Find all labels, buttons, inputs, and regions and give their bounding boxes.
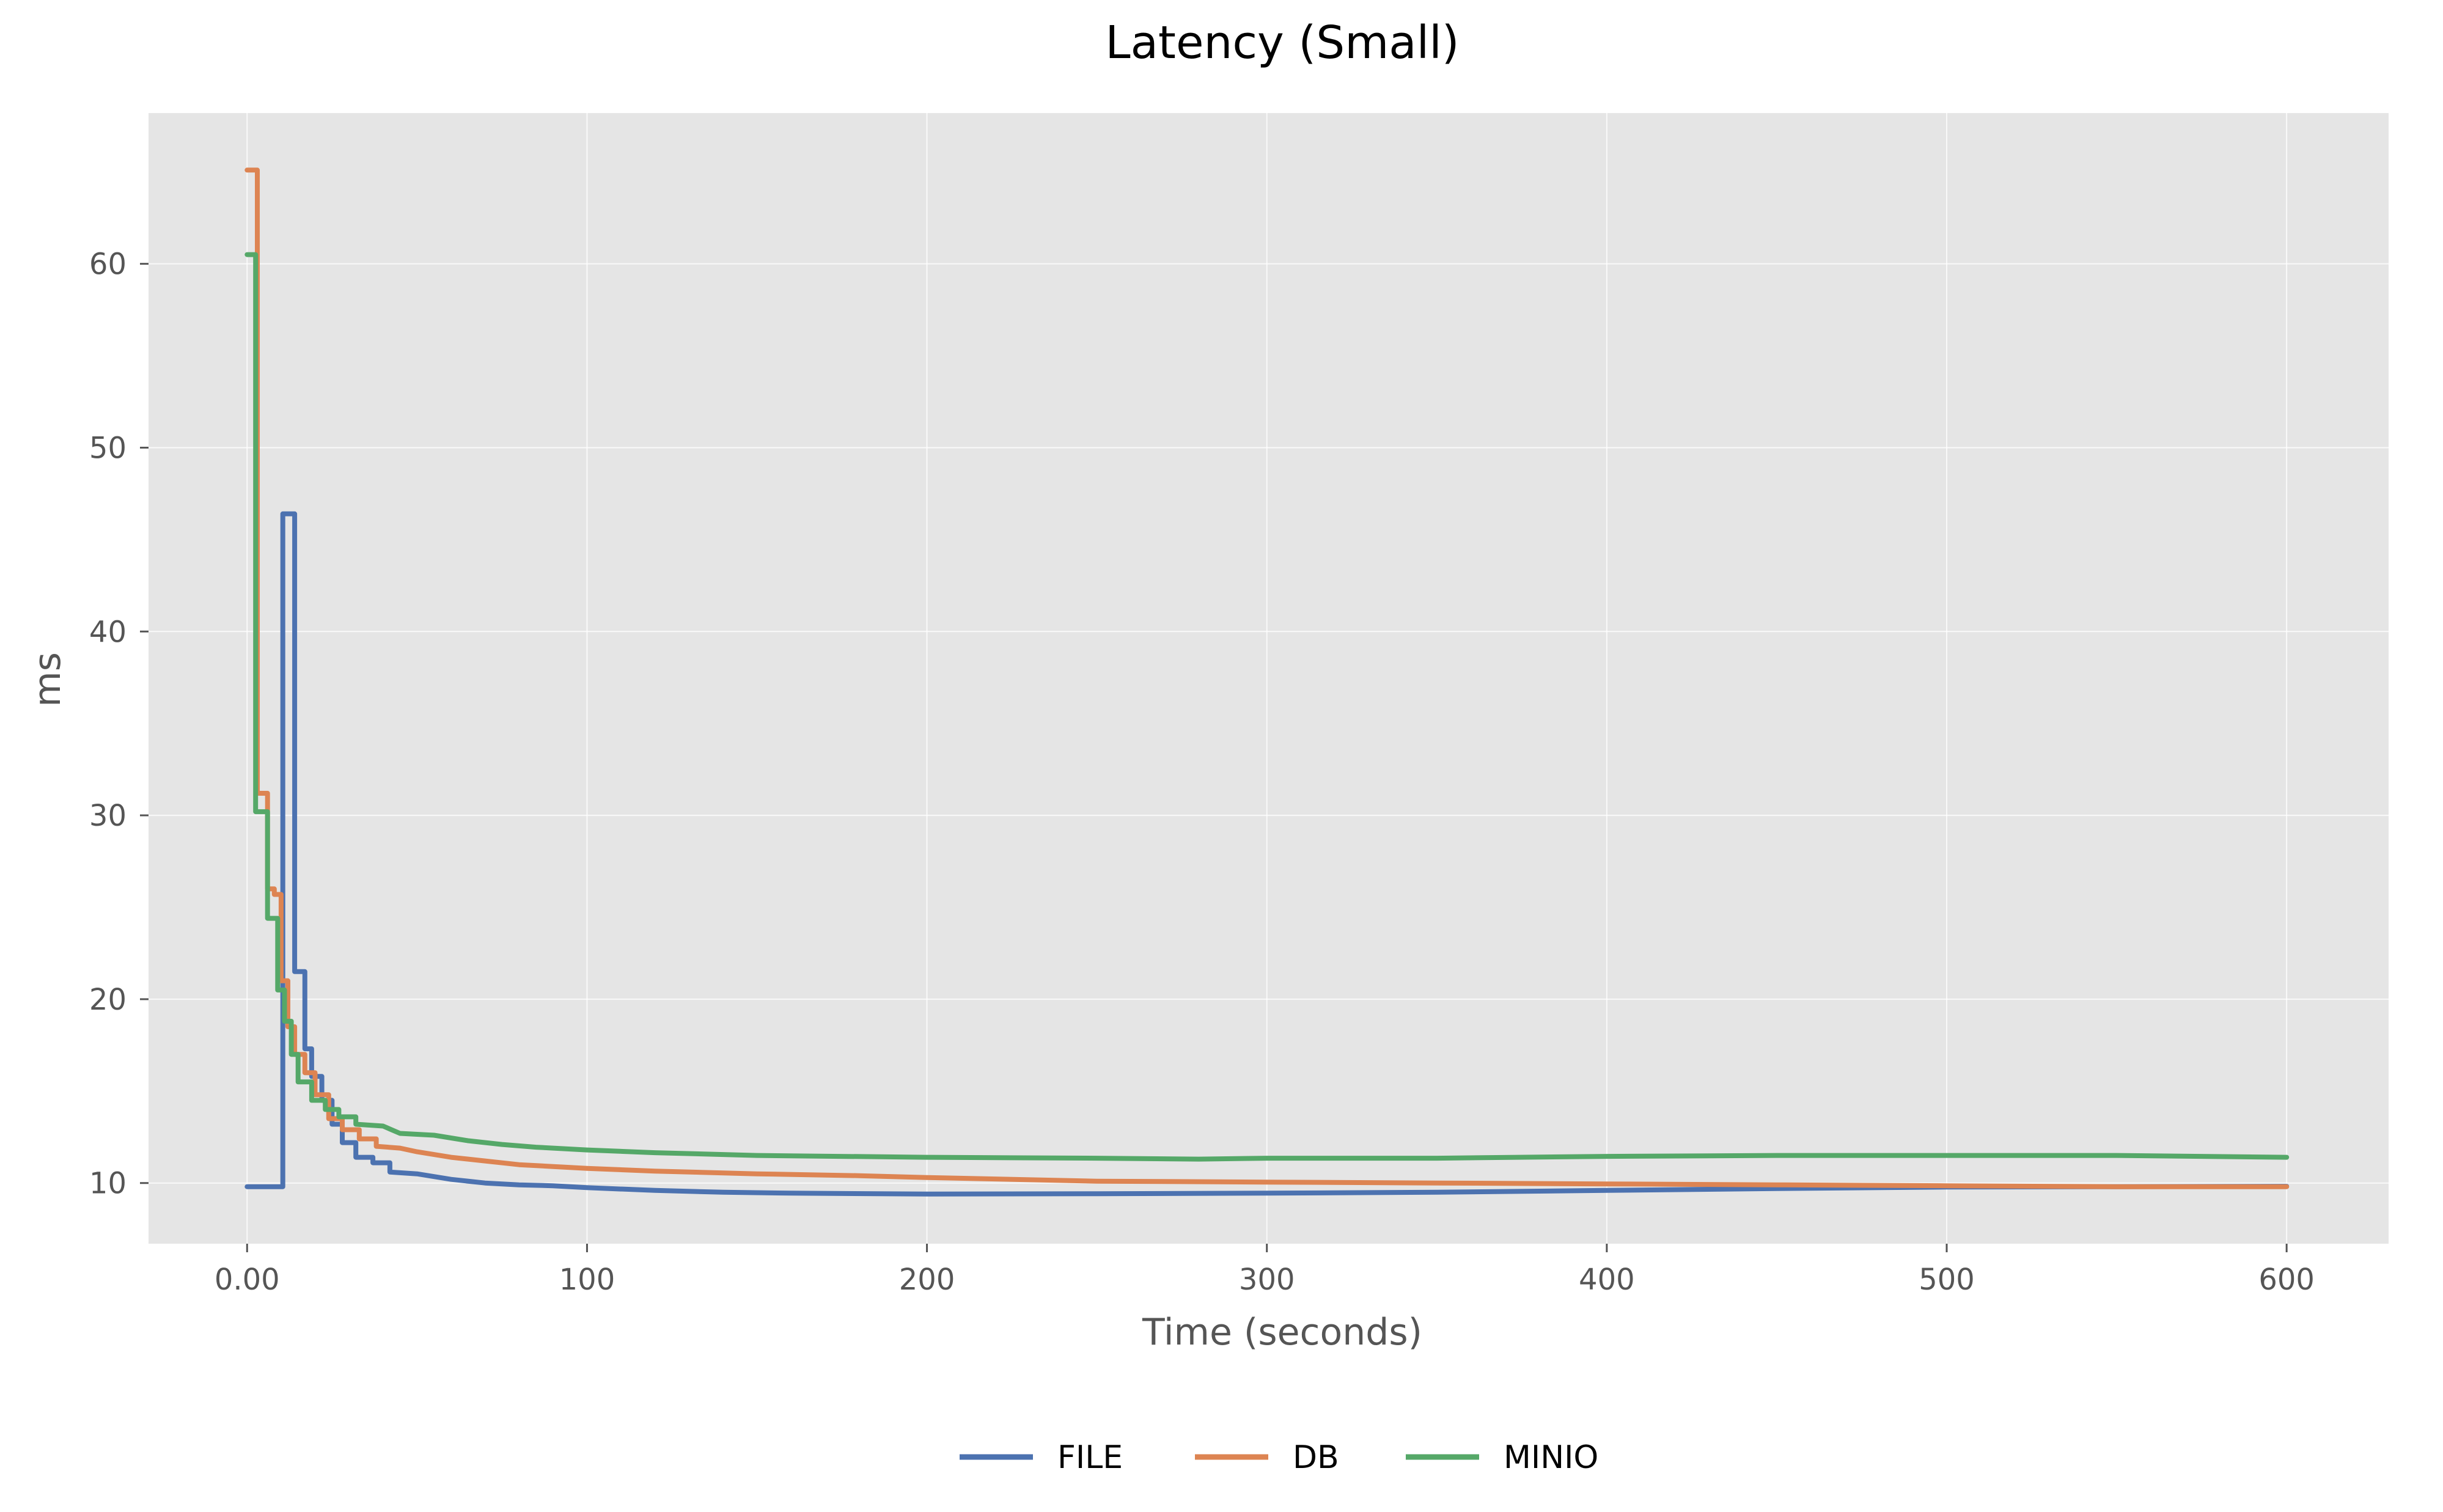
y-axis-label: ms	[26, 652, 69, 707]
legend-label-db: DB	[1293, 1439, 1339, 1476]
legend-label-minio: MINIO	[1504, 1439, 1598, 1476]
x-tick-label: 600	[2258, 1263, 2315, 1297]
y-tick-label: 20	[89, 983, 127, 1017]
grid-lines	[149, 113, 2389, 1244]
chart-title: Latency (Small)	[1105, 17, 1459, 69]
y-axis-ticks: 10 20 30 40 50 60	[89, 248, 149, 1201]
y-tick-label: 40	[89, 615, 127, 649]
plot-background	[149, 113, 2389, 1244]
legend-label-file: FILE	[1057, 1439, 1123, 1476]
y-tick-label: 50	[89, 431, 127, 465]
x-axis-ticks: 0.00 100 200 300 400 500 600	[215, 1244, 2315, 1297]
x-tick-label: 500	[1919, 1263, 1975, 1297]
legend: FILE DB MINIO	[960, 1439, 1598, 1476]
x-tick-label: 0.00	[215, 1263, 280, 1297]
series-line-db	[244, 167, 2290, 1189]
y-tick-label: 30	[89, 799, 127, 833]
x-tick-label: 100	[559, 1263, 615, 1297]
series-lines	[244, 167, 2290, 1197]
series-line-file	[244, 511, 2290, 1197]
y-tick-label: 10	[89, 1167, 127, 1201]
x-tick-label: 200	[899, 1263, 955, 1297]
x-tick-label: 400	[1579, 1263, 1635, 1297]
x-tick-label: 300	[1239, 1263, 1295, 1297]
y-tick-label: 60	[89, 248, 127, 282]
x-axis-label: Time (seconds)	[1142, 1311, 1422, 1354]
series-line-minio	[244, 252, 2290, 1162]
